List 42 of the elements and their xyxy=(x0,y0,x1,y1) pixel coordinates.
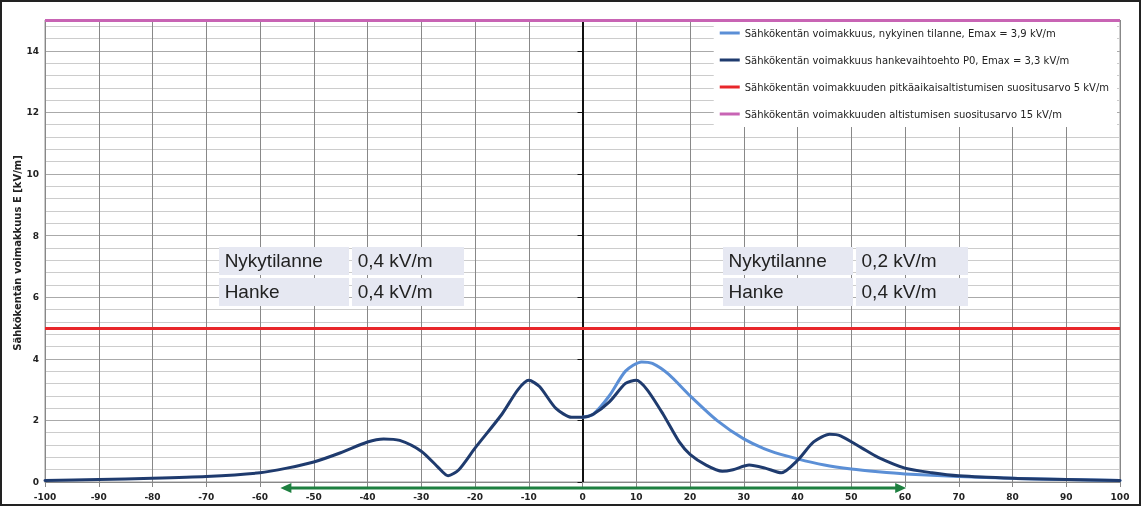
x-tick-label: -40 xyxy=(359,491,376,502)
y-tick-label: 10 xyxy=(26,169,39,179)
y-tick-label: 12 xyxy=(26,107,39,118)
x-tick-label: -60 xyxy=(251,491,269,502)
x-tick-label: -50 xyxy=(305,491,322,502)
x-tick-label: -30 xyxy=(413,491,430,502)
legend-label: Sähkökentän voimakkuus hankevaihtoehto P0, Emax = 3,3 kV/m xyxy=(744,54,1070,66)
annotation: Nykytilanne xyxy=(218,247,349,275)
annotation: 0,4 kV/m xyxy=(855,278,968,306)
x-tick-label: 70 xyxy=(952,491,966,502)
x-tick-label: -20 xyxy=(466,491,484,502)
legend-label: Sähkökentän voimakkuuden altistumisen suositusarvo 15 kV/m xyxy=(744,108,1062,120)
x-tick-label: -100 xyxy=(33,491,57,502)
x-tick-label: 40 xyxy=(791,491,804,502)
annotation: 0,4 kV/m xyxy=(351,278,464,306)
x-tick-label: 100 xyxy=(1110,491,1130,502)
y-axis-title: Sähkökentän voimakkuus E [kV/m] xyxy=(11,155,23,351)
x-tick-label: 50 xyxy=(844,491,858,502)
x-tick-label: -70 xyxy=(198,491,215,502)
x-tick-label: 0 xyxy=(579,491,586,502)
legend-label: Sähkökentän voimakkuuden pitkäaikaisaltistumisen suositusarvo 5 kV/m xyxy=(744,81,1110,93)
y-tick-label: 0 xyxy=(32,477,39,487)
y-tick-label: 2 xyxy=(32,415,39,426)
x-tick-label: -80 xyxy=(144,491,161,502)
y-tick-label: 4 xyxy=(32,353,39,364)
x-tick-label: 10 xyxy=(629,491,643,502)
annotation: 0,2 kV/m xyxy=(855,247,968,275)
annotation: Hanke xyxy=(722,278,853,306)
y-tick-label: 6 xyxy=(32,292,39,303)
y-tick-label: 14 xyxy=(26,45,39,56)
annotation: Hanke xyxy=(218,278,349,306)
y-tick-label: 8 xyxy=(32,230,39,241)
x-tick-label: 60 xyxy=(898,491,912,502)
x-tick-label: 80 xyxy=(1006,491,1019,502)
annotation: 0,4 kV/m xyxy=(351,247,464,275)
x-tick-label: 30 xyxy=(737,491,751,502)
x-tick-label: 20 xyxy=(683,491,697,502)
x-tick-label: -10 xyxy=(520,491,537,502)
annotation: Nykytilanne xyxy=(722,247,853,275)
legend-label: Sähkökentän voimakkuus, nykyinen tilanne, Emax = 3,9 kV/m xyxy=(744,27,1056,39)
x-tick-label: -90 xyxy=(90,491,107,502)
x-tick-label: 90 xyxy=(1059,491,1073,502)
